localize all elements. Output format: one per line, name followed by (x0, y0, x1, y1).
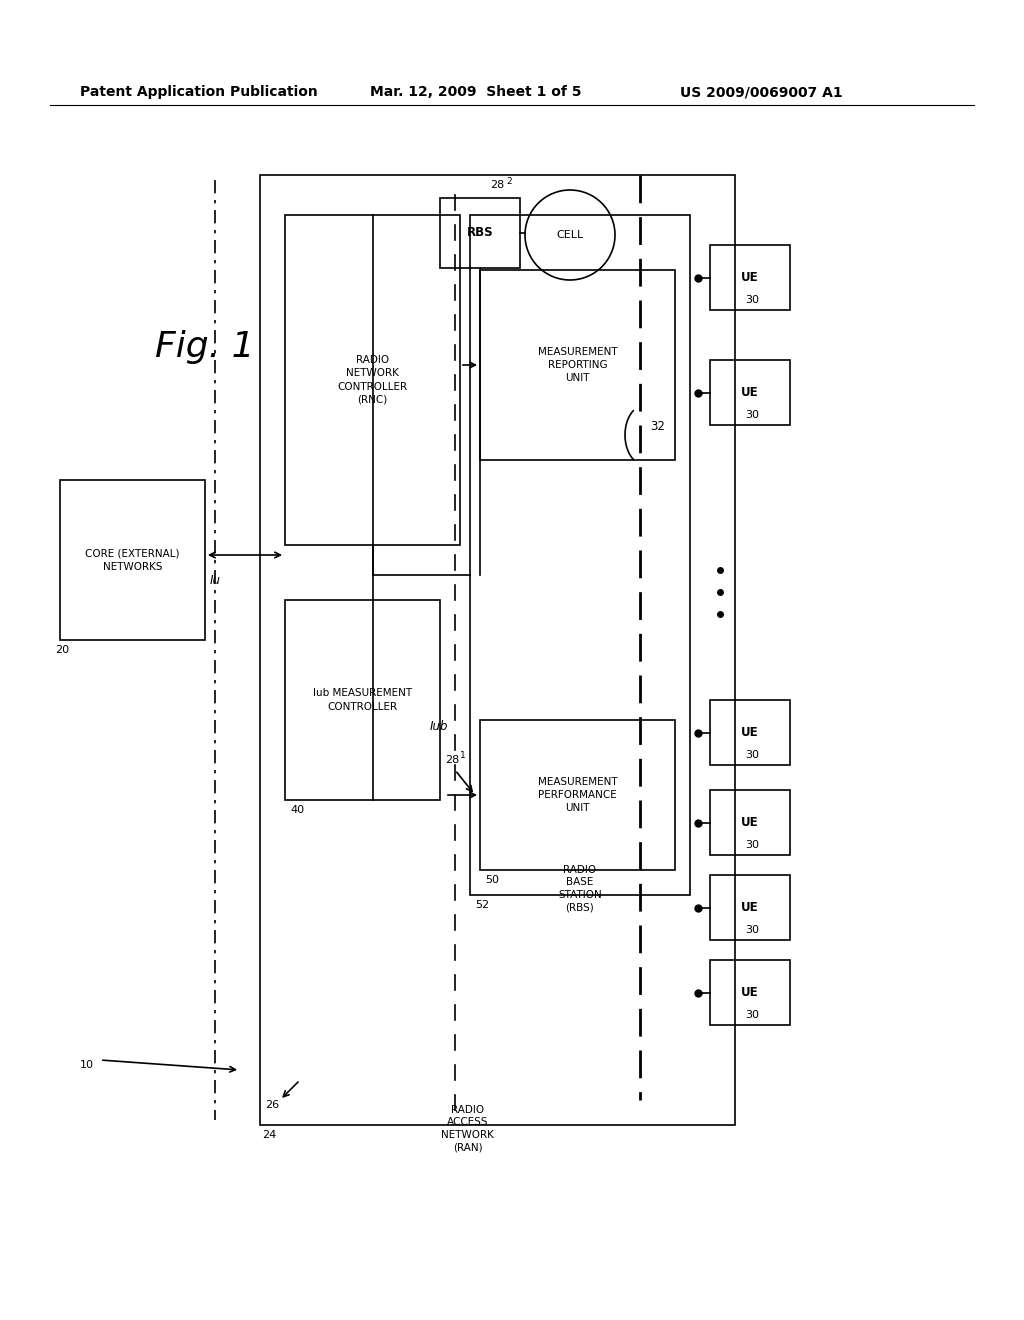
Bar (470, 215, 690, 895)
Text: 26: 26 (265, 1100, 280, 1110)
Bar (260, 176, 735, 1125)
Text: 28: 28 (445, 755, 459, 766)
Text: UE: UE (741, 385, 759, 399)
Text: 30: 30 (745, 411, 759, 420)
Bar (710, 360, 790, 425)
Bar (710, 875, 790, 940)
Text: 52: 52 (475, 900, 489, 909)
Text: UE: UE (741, 726, 759, 739)
Text: 40: 40 (290, 805, 304, 814)
Bar (285, 215, 460, 545)
Text: 50: 50 (485, 875, 499, 884)
Text: 1: 1 (460, 751, 466, 760)
Text: CORE (EXTERNAL)
NETWORKS: CORE (EXTERNAL) NETWORKS (85, 548, 180, 572)
Text: Patent Application Publication: Patent Application Publication (80, 84, 317, 99)
Text: Mar. 12, 2009  Sheet 1 of 5: Mar. 12, 2009 Sheet 1 of 5 (370, 84, 582, 99)
Text: 30: 30 (745, 294, 759, 305)
Text: 2: 2 (506, 177, 512, 186)
Bar (710, 246, 790, 310)
Text: RBS: RBS (467, 227, 494, 239)
Text: RADIO
BASE
STATION
(RBS): RADIO BASE STATION (RBS) (558, 865, 602, 912)
Text: Iub: Iub (430, 719, 449, 733)
Text: RADIO
ACCESS
NETWORK
(RAN): RADIO ACCESS NETWORK (RAN) (441, 1105, 494, 1152)
Text: Fig. 1: Fig. 1 (155, 330, 255, 364)
Text: RADIO
NETWORK
CONTROLLER
(RNC): RADIO NETWORK CONTROLLER (RNC) (338, 355, 408, 405)
Bar (480, 719, 675, 870)
Bar (710, 789, 790, 855)
Bar (710, 960, 790, 1026)
Text: US 2009/0069007 A1: US 2009/0069007 A1 (680, 84, 843, 99)
Bar (60, 480, 205, 640)
Bar (285, 601, 440, 800)
Text: UE: UE (741, 902, 759, 913)
Text: Iub MEASUREMENT
CONTROLLER: Iub MEASUREMENT CONTROLLER (313, 689, 412, 711)
Text: 30: 30 (745, 1010, 759, 1020)
Text: 32: 32 (650, 420, 665, 433)
Text: 20: 20 (55, 645, 70, 655)
Bar (440, 198, 520, 268)
Text: 30: 30 (745, 925, 759, 935)
Text: 30: 30 (745, 750, 759, 760)
Text: MEASUREMENT
PERFORMANCE
UNIT: MEASUREMENT PERFORMANCE UNIT (538, 776, 617, 813)
Bar (480, 271, 675, 459)
Text: CELL: CELL (556, 230, 584, 240)
Text: UE: UE (741, 271, 759, 284)
Text: 30: 30 (745, 840, 759, 850)
Text: 10: 10 (80, 1060, 94, 1071)
Text: 28: 28 (490, 180, 504, 190)
Bar (710, 700, 790, 766)
Text: Iu: Iu (210, 573, 221, 586)
Text: UE: UE (741, 816, 759, 829)
Text: UE: UE (741, 986, 759, 999)
Text: MEASUREMENT
REPORTING
UNIT: MEASUREMENT REPORTING UNIT (538, 347, 617, 383)
Text: 24: 24 (262, 1130, 276, 1140)
